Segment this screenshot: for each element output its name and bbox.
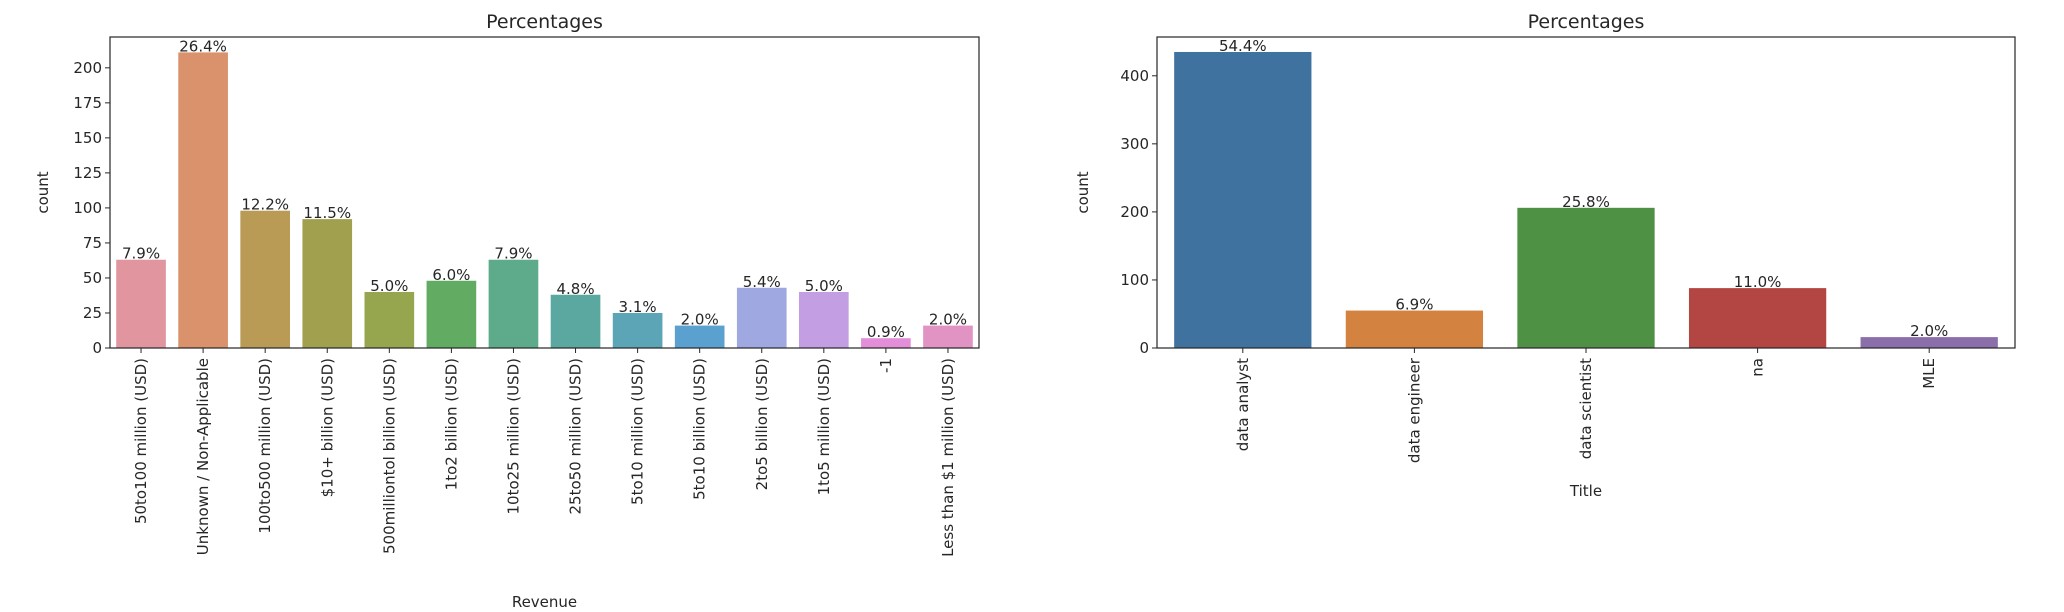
bar-3 (240, 210, 291, 348)
bar-7 (488, 259, 539, 348)
x-tick-label: 25to50 million (USD) (567, 358, 585, 515)
percent-label: 6.0% (432, 266, 470, 284)
percent-label: 7.9% (494, 245, 532, 263)
y-tick-label: 0 (1139, 339, 1149, 357)
x-tick-label: 2to5 billion (USD) (753, 358, 771, 490)
bar-11 (736, 287, 787, 348)
percent-label: 7.9% (122, 245, 160, 263)
x-tick-label: 5to10 million (USD) (629, 358, 647, 505)
x-tick-label: 50to100 million (USD) (132, 358, 150, 524)
percent-label: 54.4% (1219, 37, 1267, 55)
y-tick-label: 75 (83, 234, 102, 252)
chart-title: Percentages (1528, 11, 1645, 33)
x-axis-label: Title (1569, 482, 1602, 500)
y-tick-label: 200 (73, 59, 102, 77)
x-tick-label: data scientist (1577, 358, 1595, 459)
bar-5 (1860, 337, 1998, 348)
percent-label: 2.0% (1910, 322, 1948, 340)
chart-title: Percentages (486, 11, 603, 33)
x-tick-label: na (1749, 358, 1767, 377)
bar-6 (426, 280, 477, 348)
bar-14 (923, 325, 973, 348)
bar-2 (178, 52, 228, 348)
bar-10 (674, 325, 725, 348)
x-axis-label: Revenue (512, 593, 577, 611)
y-tick-label: 100 (1120, 271, 1149, 289)
y-tick-label: 400 (1120, 67, 1149, 85)
x-tick-label: 500milliontol billion (USD) (380, 358, 398, 554)
percent-label: 0.9% (867, 323, 905, 341)
subplot-2: Percentages 54.4% data analyst 6.9% data eng… (1074, 11, 2016, 500)
bar-4 (302, 219, 353, 348)
axes-frame (109, 36, 980, 349)
bar-2 (1345, 310, 1484, 348)
x-tick-label: 10to25 million (USD) (504, 358, 522, 515)
y-tick-label: 50 (83, 269, 102, 287)
percent-label: 12.2% (241, 196, 289, 214)
x-tick-label: 1to5 million (USD) (815, 358, 833, 495)
y-tick-label: 100 (73, 199, 102, 217)
percent-label: 25.8% (1562, 193, 1610, 211)
bar-1 (1174, 51, 1312, 348)
percent-label: 5.0% (805, 277, 843, 295)
percent-label: 2.0% (681, 311, 719, 329)
x-tick-label: data analyst (1234, 358, 1252, 451)
axes-frame (1156, 36, 2016, 349)
y-tick-label: 175 (73, 94, 102, 112)
bar-9 (612, 312, 663, 348)
y-tick-label: 300 (1120, 135, 1149, 153)
x-tick-label: 5to10 billion (USD) (691, 358, 709, 500)
bar-3 (1517, 207, 1655, 348)
x-tick-label: data engineer (1405, 357, 1423, 463)
y-axis-label: count (1074, 171, 1092, 213)
bar-4 (1688, 288, 1827, 348)
percent-label: 5.0% (370, 277, 408, 295)
x-tick-label: -1 (877, 358, 895, 373)
percent-label: 2.0% (929, 311, 967, 329)
x-tick-label: $10+ billion (USD) (318, 358, 336, 497)
bar-12 (798, 291, 849, 348)
y-tick-label: 125 (73, 164, 102, 182)
x-tick-label: 100to500 million (USD) (256, 358, 274, 534)
y-tick-label: 0 (92, 339, 102, 357)
y-axis-label: count (34, 171, 52, 213)
percent-label: 6.9% (1395, 296, 1433, 314)
subplot-1: Percentages 7.9% 50to100 million (USD) 26.4… (34, 11, 980, 611)
bar-5 (364, 291, 415, 348)
y-tick-label: 200 (1120, 203, 1149, 221)
x-tick-label: Less than $1 million (USD) (939, 358, 957, 557)
percent-label: 4.8% (556, 280, 594, 298)
bar-1 (116, 259, 166, 348)
y-tick-label: 150 (73, 129, 102, 147)
x-tick-label: 1to2 billion (USD) (442, 358, 460, 490)
bar-13 (861, 338, 911, 348)
percent-label: 5.4% (743, 273, 781, 291)
bar-8 (550, 294, 601, 348)
x-tick-label: MLE (1920, 358, 1938, 389)
percent-label: 11.5% (303, 204, 351, 222)
x-tick-label: Unknown / Non-Applicable (194, 358, 212, 555)
percent-label: 26.4% (179, 37, 227, 55)
y-tick-label: 25 (83, 304, 102, 322)
percent-label: 11.0% (1734, 273, 1782, 291)
percent-label: 3.1% (619, 298, 657, 316)
